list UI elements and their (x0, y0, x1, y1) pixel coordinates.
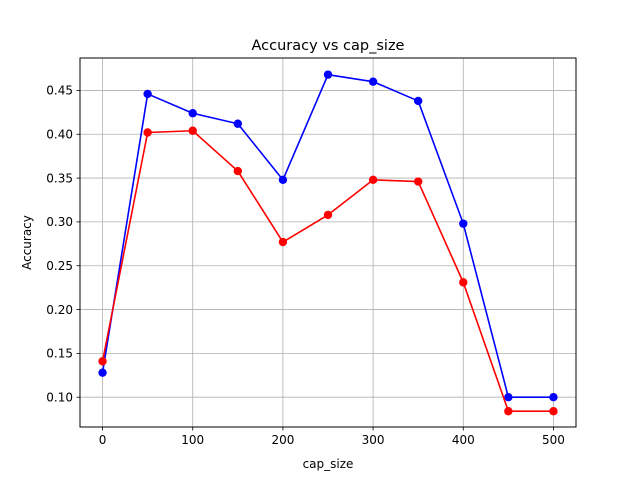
data-point (368, 77, 378, 86)
data-point (413, 177, 423, 186)
series-line (101, 129, 554, 413)
data-point (459, 278, 468, 287)
data-point (323, 210, 333, 220)
grid (80, 58, 576, 427)
data-point (323, 70, 333, 79)
data-point (143, 128, 152, 137)
x-axis-ticks: 0 100 200 300 400 500 (99, 427, 565, 447)
x-tick-label: 400 (452, 433, 475, 447)
x-tick-label: 300 (362, 433, 385, 447)
data-point (549, 392, 558, 402)
data-point (278, 175, 288, 185)
y-axis-ticks: 0.10 0.15 0.20 0.25 0.30 0.35 0.40 0.45 (46, 84, 80, 404)
y-tick-label: 0.30 (46, 215, 73, 229)
chart-title: Accuracy vs cap_size (252, 38, 405, 54)
y-tick-label: 0.25 (46, 259, 73, 273)
x-tick-label: 0 (99, 433, 107, 447)
data-point (504, 392, 513, 402)
data-point (459, 219, 468, 228)
y-tick-label: 0.10 (46, 390, 73, 404)
series-1 (98, 70, 558, 402)
data-point (368, 175, 378, 185)
x-axis-label: cap_size (303, 457, 354, 471)
x-tick-label: 100 (181, 433, 204, 447)
data-point (98, 357, 107, 366)
data-point (233, 166, 243, 176)
y-tick-label: 0.40 (46, 128, 73, 142)
data-point (143, 89, 152, 99)
y-tick-label: 0.20 (46, 303, 73, 317)
data-point (413, 96, 423, 106)
y-tick-label: 0.35 (46, 171, 73, 185)
data-point (278, 237, 288, 247)
y-tick-label: 0.45 (46, 84, 73, 98)
series-layer (98, 70, 558, 416)
series-2 (98, 126, 558, 416)
y-tick-label: 0.15 (46, 347, 73, 361)
data-point (98, 368, 107, 377)
x-tick-label: 500 (542, 433, 565, 447)
plot-area-frame (79, 57, 577, 428)
x-tick-label: 200 (271, 433, 294, 447)
data-point (549, 407, 558, 416)
y-axis-label: Accuracy (20, 215, 34, 270)
data-point (233, 119, 243, 128)
data-point (188, 109, 197, 118)
data-point (188, 126, 197, 135)
data-point (504, 407, 513, 416)
